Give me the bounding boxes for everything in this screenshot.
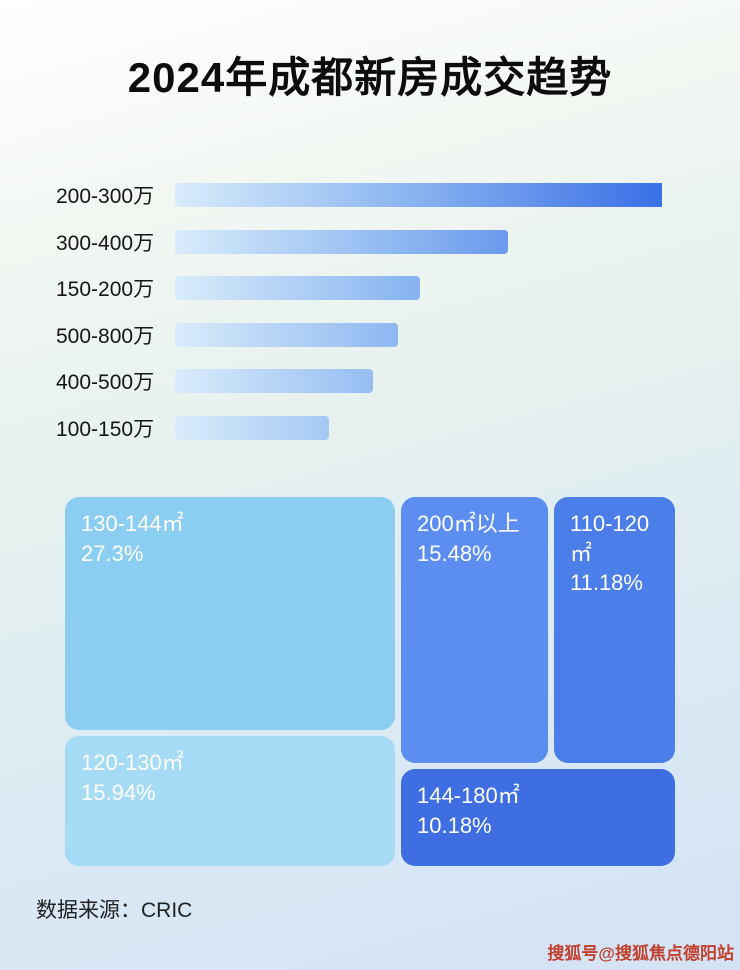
treemap-value: 10.18% [417, 812, 492, 838]
treemap-block-144-180: 144-180㎡ 10.18% [401, 769, 675, 866]
bar-track [175, 183, 665, 207]
bar-category-label: 300-400万 [56, 231, 155, 255]
bar [175, 369, 374, 393]
bar [175, 276, 420, 300]
treemap-block-120-130: 120-130㎡ 15.94% [65, 736, 395, 866]
bar [175, 415, 330, 440]
bar-track [175, 369, 665, 393]
bar-category-label: 150-200万 [56, 278, 155, 301]
price-band-bar-chart: 200-300万 300-400万 150-200万 500-800万 400-… [0, 183, 740, 462]
bar-row: 200-300万 [0, 183, 740, 208]
treemap-label: 200㎡以上 [417, 511, 520, 536]
treemap-label: 144-180㎡ [417, 783, 520, 808]
treemap-value: 15.48% [417, 540, 492, 566]
treemap-block-200-plus: 200㎡以上 15.48% [401, 497, 548, 763]
data-source-note: 数据来源：CRIC [36, 899, 193, 922]
bar-row: 400-500万 [0, 369, 740, 394]
bar-category-label: 400-500万 [56, 371, 155, 394]
bar-category-label: 100-150万 [56, 417, 155, 441]
treemap-label: 110-120㎡ [570, 511, 650, 566]
bar [175, 183, 665, 207]
bar-category-label: 200-300万 [56, 185, 155, 208]
treemap-block-110-120: 110-120㎡ 11.18% [554, 497, 675, 763]
bar [175, 322, 398, 347]
bar-row: 500-800万 [0, 322, 740, 348]
watermark-text: 搜狐号@搜狐焦点德阳站 [547, 944, 734, 963]
treemap-label: 120-130㎡ [81, 750, 184, 775]
bar-category-label: 500-800万 [56, 324, 155, 348]
chart-title: 2024年成都新房成交趋势 [127, 54, 613, 101]
treemap-block-130-144: 130-144㎡ 27.3% [65, 497, 395, 730]
bar [175, 229, 509, 254]
bar-row: 300-400万 [0, 229, 740, 255]
treemap-label: 130-144㎡ [81, 511, 184, 536]
bar-track [175, 229, 665, 254]
treemap-value: 11.18% [570, 570, 643, 596]
bar-track [175, 276, 665, 300]
treemap-value: 27.3% [81, 540, 144, 566]
treemap-value: 15.94% [81, 779, 156, 805]
bar-track [175, 322, 665, 347]
bar-row: 100-150万 [0, 415, 740, 441]
bar-track [175, 415, 665, 440]
bar-row: 150-200万 [0, 276, 740, 301]
